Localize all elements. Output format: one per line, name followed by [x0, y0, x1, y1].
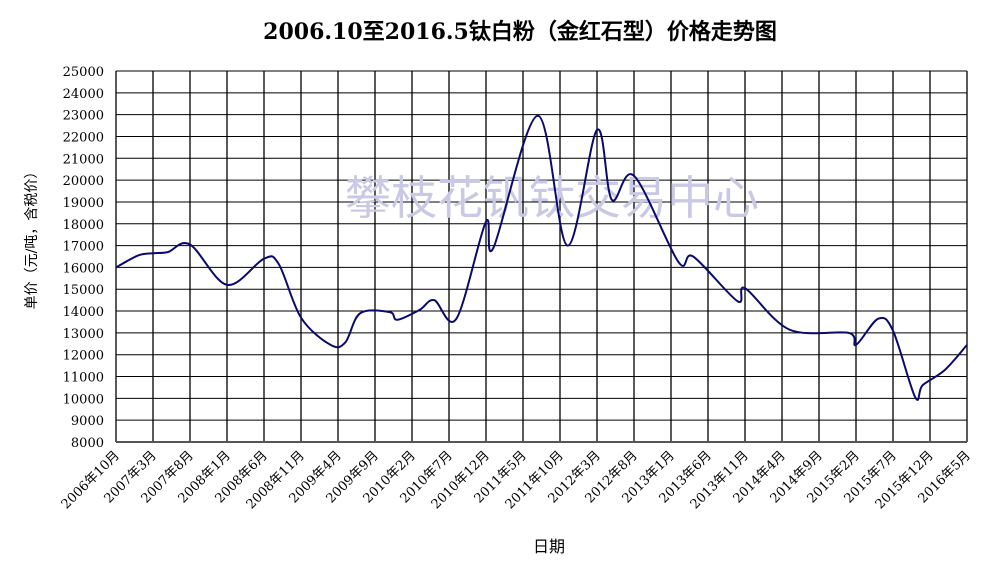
y-tick-label: 24000	[63, 87, 104, 102]
y-tick-label: 22000	[63, 130, 104, 145]
y-tick-label: 8000	[71, 436, 104, 451]
y-tick-label: 21000	[63, 152, 104, 167]
chart-title: 2006.10至2016.5钛白粉（金红石型）价格走势图	[263, 19, 777, 45]
y-tick-label: 25000	[63, 65, 104, 80]
y-tick-label: 19000	[63, 196, 104, 211]
price-line	[115, 114, 968, 401]
y-tick-label: 12000	[63, 349, 104, 364]
y-tick-label: 20000	[63, 174, 104, 189]
x-axis-label: 日期	[532, 537, 566, 556]
y-tick-label: 17000	[63, 240, 104, 255]
y-tick-label: 13000	[63, 327, 104, 342]
y-tick-label: 14000	[63, 305, 104, 320]
y-tick-label: 9000	[71, 414, 104, 429]
y-tick-label: 10000	[63, 392, 104, 407]
watermark: 攀枝花钒钛交易中心	[345, 171, 759, 225]
y-tick-label: 16000	[63, 261, 104, 276]
y-tick-label: 11000	[63, 371, 104, 386]
y-tick-label: 18000	[63, 218, 104, 233]
y-tick-label: 23000	[63, 109, 104, 124]
y-tick-label: 15000	[63, 283, 104, 298]
